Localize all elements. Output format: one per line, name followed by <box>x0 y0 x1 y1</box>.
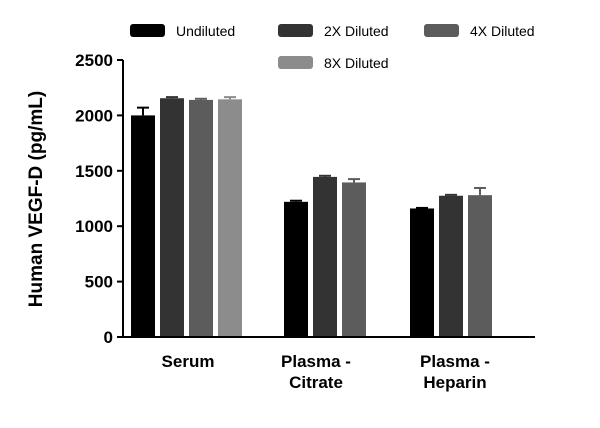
y-tick-label-2000: 2000 <box>75 106 113 125</box>
legend-swatch-4 <box>278 56 313 69</box>
legend-label-2: 2X Diluted <box>324 23 389 39</box>
y-axis-title: Human VEGF-D (pg/mL) <box>26 91 47 307</box>
bar-4-1 <box>218 99 242 337</box>
y-tick-label-1000: 1000 <box>75 217 113 236</box>
bar-1-3 <box>410 208 434 337</box>
bar-1-1 <box>131 115 155 338</box>
bar-3-1 <box>189 99 213 337</box>
x-category-label-1: Serum <box>162 352 215 371</box>
y-axis-ticks: 0 500 1000 1500 2000 2500 <box>75 51 123 347</box>
y-tick-label-0: 0 <box>104 328 113 347</box>
y-tick-label-2500: 2500 <box>75 51 113 70</box>
legend-label-1: Undiluted <box>176 23 235 39</box>
y-tick-label-500: 500 <box>85 273 113 292</box>
y-tick-label-1500: 1500 <box>75 162 113 181</box>
x-axis-labels: Serum Plasma -Citrate Plasma -Heparin <box>162 352 490 392</box>
legend-swatch-1 <box>130 24 165 37</box>
legend-swatch-3 <box>424 24 459 37</box>
x-category-label-2: Plasma -Citrate <box>281 352 351 392</box>
legend-swatch-2 <box>278 24 313 37</box>
bar-2-1 <box>160 98 184 337</box>
bar-1-2 <box>284 201 308 337</box>
error-bars <box>137 96 486 209</box>
legend-label-3: 4X Diluted <box>470 23 535 39</box>
axes <box>122 60 535 338</box>
bar-3-3 <box>468 195 492 337</box>
legend: Undiluted 2X Diluted 4X Diluted 8X Diluted <box>130 23 535 71</box>
legend-label-4: 8X Diluted <box>324 55 389 71</box>
bars <box>131 98 492 338</box>
bar-3-2 <box>342 182 366 337</box>
bar-2-2 <box>313 176 337 337</box>
bar-2-3 <box>439 195 463 337</box>
x-category-label-3: Plasma -Heparin <box>420 352 490 392</box>
